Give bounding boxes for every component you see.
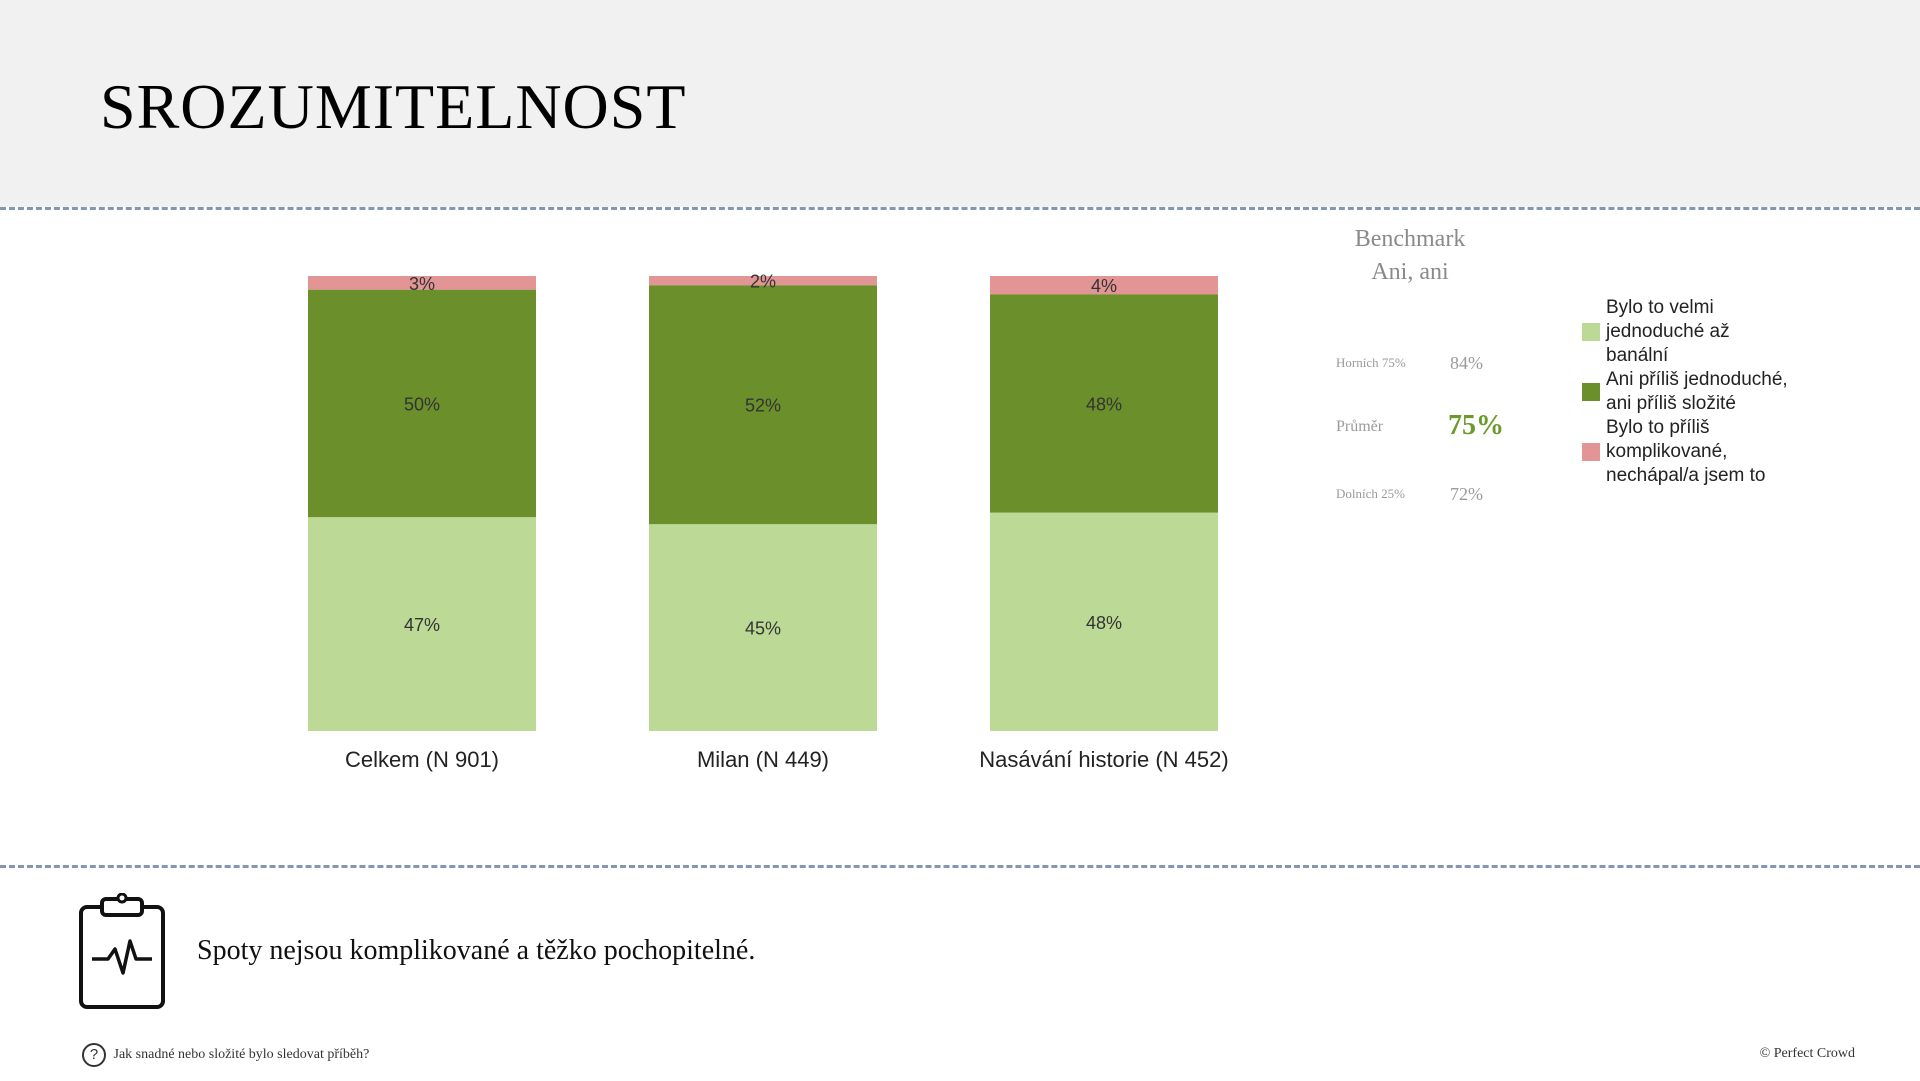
- bar-segment: [308, 517, 536, 731]
- benchmark-top-value: 84%: [1450, 353, 1483, 373]
- bar-segment: [308, 289, 536, 518]
- data-label: 47%: [404, 615, 440, 635]
- legend-text-line: jednoduché až: [1606, 321, 1730, 342]
- copyright: © Perfect Crowd: [1759, 1046, 1855, 1061]
- benchmark-top-row: Horních 75% 84%: [1336, 353, 1536, 383]
- clipboard-pulse-icon: [79, 893, 165, 1009]
- legend-text-line: banální: [1606, 345, 1669, 366]
- benchmark-top-label: Horních 75%: [1336, 355, 1406, 370]
- legend-text-line: ani příliš složité: [1606, 393, 1736, 414]
- data-label: 3%: [409, 274, 435, 294]
- header-band: SROZUMITELNOST: [0, 0, 1920, 207]
- data-label: 48%: [1086, 613, 1122, 633]
- bar-segment: [990, 276, 1218, 295]
- benchmark-avg-value: 75%: [1448, 410, 1504, 441]
- legend-item-complicated: Bylo to příliš komplikované, nechápal/a …: [1580, 416, 1830, 488]
- benchmark-bottom-row: Dolních 25% 72%: [1336, 484, 1536, 514]
- category-label: Nasávání historie (N 452): [979, 747, 1228, 772]
- footer-question-text: Jak snadné nebo složité bylo sledovat př…: [113, 1047, 370, 1063]
- legend-text-line: komplikované,: [1606, 441, 1728, 462]
- top-divider: [0, 207, 1920, 210]
- data-label: 45%: [745, 619, 781, 639]
- chart-legend: Bylo to velmi jednoduché až banální Ani …: [1580, 296, 1830, 488]
- legend-text-line: Ani příliš jednoduché,: [1606, 369, 1788, 390]
- benchmark-bottom-label: Dolních 25%: [1336, 486, 1405, 501]
- benchmark-bottom-value: 72%: [1450, 484, 1483, 504]
- bar-segment: [649, 276, 877, 286]
- data-label: 4%: [1091, 276, 1117, 296]
- benchmark-avg-label: Průměr: [1336, 418, 1384, 435]
- legend-swatch-neutral: [1582, 383, 1600, 401]
- bar-segment: [990, 294, 1218, 513]
- bar-segment: [990, 512, 1218, 731]
- data-label: 50%: [404, 394, 440, 414]
- legend-item-easy: Bylo to velmi jednoduché až banální: [1580, 296, 1830, 368]
- question-circle-icon: ?: [82, 1043, 106, 1067]
- category-label: Milan (N 449): [697, 747, 829, 772]
- benchmark-title-line1: Benchmark: [1354, 226, 1466, 252]
- page-title: SROZUMITELNOST: [100, 71, 687, 142]
- footer-question: ? Jak snadné nebo složité bylo sledovat …: [82, 1043, 369, 1067]
- legend-item-neutral: Ani příliš jednoduché, ani příliš složit…: [1580, 368, 1830, 416]
- category-label: Celkem (N 901): [345, 747, 499, 772]
- stacked-bar-chart: 47% 50% 3% Celkem (N 901) 45% 52% 2% Milan (N 4…: [308, 272, 1229, 772]
- data-label: 52%: [745, 396, 781, 416]
- benchmark-title-line2: Ani, ani: [1371, 259, 1449, 285]
- data-label: 2%: [750, 272, 776, 292]
- note-text: Spoty nejsou komplikované a těžko pochop…: [197, 935, 756, 966]
- benchmark-avg-row: Průměr 75%: [1336, 410, 1536, 441]
- bar-segment: [649, 285, 877, 525]
- benchmark-title: Benchmark Ani, ani: [1310, 223, 1510, 289]
- data-label: 48%: [1086, 394, 1122, 414]
- legend-swatch-complicated: [1582, 443, 1600, 461]
- legend-text-line: nechápal/a jsem to: [1606, 465, 1766, 486]
- bar-segment: [308, 276, 536, 290]
- legend-swatch-easy: [1582, 323, 1600, 341]
- bottom-divider: [0, 865, 1920, 868]
- bar-segment: [649, 524, 877, 731]
- legend-text-line: Bylo to velmi: [1606, 297, 1714, 318]
- legend-text-line: Bylo to příliš: [1606, 417, 1710, 438]
